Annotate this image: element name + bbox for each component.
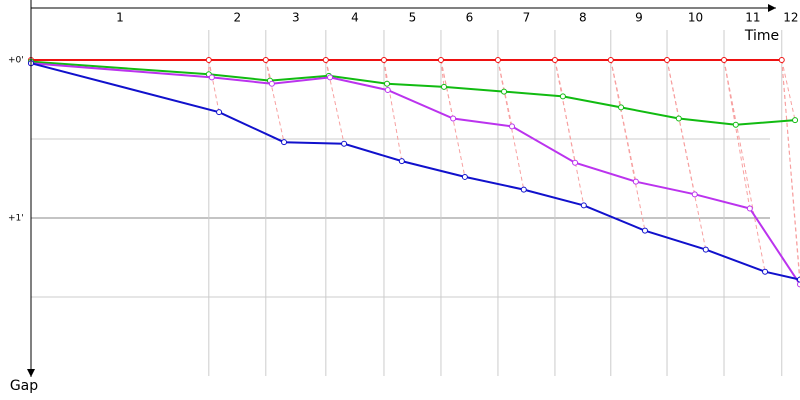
- gap-connector: [554, 59, 564, 97]
- gap-connector: [781, 59, 800, 280]
- lap-label: 3: [292, 11, 300, 25]
- point: [208, 74, 215, 81]
- point: [268, 80, 275, 87]
- point: [632, 178, 639, 185]
- lap-label: 5: [409, 11, 417, 25]
- point: [322, 57, 329, 64]
- point: [607, 57, 614, 64]
- point: [437, 57, 444, 64]
- gap-connector: [554, 59, 585, 206]
- point: [205, 57, 212, 64]
- gap-connector: [610, 59, 646, 231]
- point: [618, 104, 625, 111]
- gap-connector: [383, 59, 389, 91]
- point: [450, 115, 457, 122]
- gap-connector: [208, 59, 220, 113]
- point: [762, 268, 769, 275]
- point: [675, 115, 682, 122]
- gap-connector: [265, 59, 285, 143]
- point: [792, 117, 799, 124]
- point: [721, 57, 728, 64]
- point: [580, 202, 587, 209]
- point: [572, 159, 579, 166]
- gap-connector: [610, 59, 637, 182]
- lap-label: 8: [579, 11, 587, 25]
- point: [778, 57, 785, 64]
- point: [341, 140, 348, 147]
- point: [551, 57, 558, 64]
- x-axis-title: Time: [744, 28, 779, 44]
- y-tick-label: +0': [8, 56, 24, 66]
- point: [461, 173, 468, 180]
- point: [216, 109, 223, 116]
- lap-label: 6: [466, 11, 474, 25]
- point: [664, 57, 671, 64]
- lap-label: 9: [635, 11, 643, 25]
- lap-label: 7: [523, 11, 531, 25]
- point: [384, 80, 391, 87]
- lap-label: 1: [116, 11, 124, 25]
- point: [797, 276, 800, 283]
- point: [702, 246, 709, 253]
- plot: [28, 57, 800, 288]
- point: [559, 93, 566, 100]
- point: [380, 57, 387, 64]
- gap-connector: [666, 59, 707, 250]
- point: [691, 191, 698, 198]
- gap-connector: [723, 59, 766, 272]
- series-line: [30, 62, 800, 281]
- grid: [31, 30, 783, 376]
- y-tick-label: +1': [8, 214, 24, 224]
- point: [509, 123, 516, 130]
- gap-connector: [383, 59, 403, 162]
- lap-label: 11: [745, 11, 760, 25]
- point: [641, 227, 648, 234]
- point: [494, 57, 501, 64]
- series-line: [30, 60, 796, 126]
- lap-label: 2: [233, 11, 241, 25]
- gap-connector: [440, 59, 445, 87]
- gap-connector: [781, 59, 796, 121]
- point: [327, 74, 334, 81]
- gap-connector: [497, 59, 513, 127]
- point: [262, 57, 269, 64]
- lap-label: 4: [351, 11, 359, 25]
- lap-label: 12: [783, 11, 798, 25]
- point: [281, 139, 288, 146]
- series-line: [30, 62, 800, 285]
- point: [440, 83, 447, 90]
- point: [398, 158, 405, 165]
- y-axis-title: Gap: [10, 378, 38, 394]
- gap-connector: [666, 59, 696, 195]
- gap-connector: [325, 59, 345, 144]
- point: [520, 186, 527, 193]
- lap-label: 10: [688, 11, 703, 25]
- point: [746, 205, 753, 212]
- point: [501, 88, 508, 95]
- point: [797, 281, 800, 288]
- point: [732, 121, 739, 128]
- point: [384, 87, 391, 94]
